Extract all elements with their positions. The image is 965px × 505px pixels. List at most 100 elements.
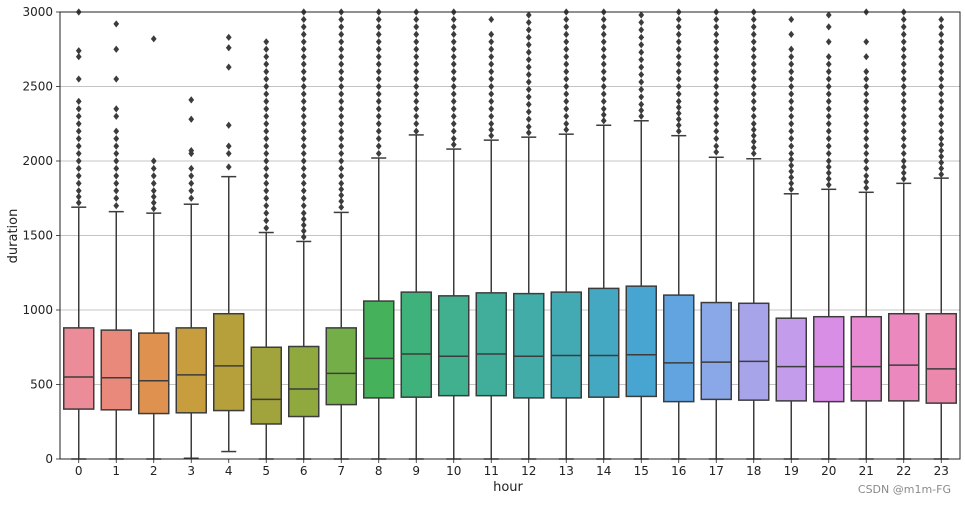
outlier-point — [675, 82, 682, 91]
outlier-point — [788, 135, 795, 143]
outlier-point — [338, 68, 345, 76]
outlier-point — [338, 120, 345, 128]
outlier-point — [338, 142, 345, 150]
outlier-point — [75, 127, 82, 135]
outlier-point — [900, 60, 907, 68]
outlier-point — [338, 191, 345, 199]
outlier-point — [563, 126, 570, 134]
y-tick-label: 3000 — [22, 5, 53, 19]
outlier-point — [300, 120, 307, 128]
outlier-point — [488, 112, 495, 120]
outlier-point — [563, 82, 570, 91]
outlier-point — [338, 38, 345, 46]
outlier-point — [863, 127, 870, 135]
outlier-point — [938, 90, 945, 98]
outlier-point — [375, 60, 382, 68]
outlier-point — [488, 132, 495, 140]
outlier-point — [525, 93, 532, 101]
outlier-point — [413, 30, 420, 38]
outlier-point — [938, 38, 945, 46]
outlier-point — [900, 142, 907, 150]
outlier-point — [188, 187, 195, 195]
outlier-point — [375, 105, 382, 113]
outlier-point — [150, 199, 157, 207]
outlier-point — [675, 90, 682, 98]
x-tick-label: 1 — [112, 464, 120, 478]
box-hour-13 — [550, 8, 582, 460]
outlier-point — [563, 90, 570, 98]
outlier-point — [563, 120, 570, 128]
outlier-point — [188, 194, 195, 202]
iqr-box — [250, 346, 282, 425]
outlier-point — [488, 75, 495, 83]
outlier-point — [825, 97, 832, 105]
iqr-box — [925, 312, 957, 404]
outlier-point — [188, 164, 195, 173]
outlier-point — [338, 75, 345, 83]
outlier-point — [338, 164, 345, 173]
outlier-point — [900, 68, 907, 76]
outlier-point — [938, 152, 945, 161]
outlier-point — [713, 38, 720, 46]
outlier-point — [900, 120, 907, 128]
outlier-point — [338, 97, 345, 105]
outlier-point — [113, 112, 120, 120]
outlier-point — [750, 75, 757, 83]
outlier-point — [338, 82, 345, 91]
outlier-point — [638, 56, 645, 64]
outlier-point — [713, 75, 720, 83]
outlier-point — [713, 135, 720, 143]
outlier-point — [675, 15, 682, 24]
outlier-point — [263, 53, 270, 61]
outlier-point — [525, 48, 532, 56]
outlier-point — [263, 179, 270, 187]
outlier-point — [863, 53, 870, 61]
y-tick-label: 1000 — [22, 303, 53, 317]
iqr-box — [813, 315, 845, 403]
outlier-point — [300, 38, 307, 46]
outlier-point — [75, 142, 82, 150]
x-tick-label: 6 — [300, 464, 308, 478]
outlier-point — [900, 15, 907, 24]
outlier-point — [300, 68, 307, 76]
outlier-point — [938, 68, 945, 76]
y-axis: 0 500 1000 1500 2000 2500 3000 — [22, 5, 60, 466]
outlier-point — [863, 120, 870, 128]
outlier-point — [600, 105, 607, 113]
outlier-point — [263, 68, 270, 76]
outlier-point — [600, 111, 607, 119]
outlier-point — [938, 158, 945, 167]
outlier-point — [788, 179, 795, 187]
x-tick-label: 14 — [596, 464, 611, 478]
outlier-point — [375, 90, 382, 98]
outlier-point — [75, 172, 82, 180]
outlier-point — [338, 30, 345, 38]
outlier-point — [150, 179, 157, 187]
outlier-point — [188, 179, 195, 187]
outlier-point — [938, 112, 945, 120]
outlier-point — [338, 157, 345, 165]
iqr-box — [213, 312, 245, 412]
outlier-point — [338, 203, 345, 211]
outlier-point — [338, 90, 345, 98]
outlier-point — [450, 120, 457, 128]
iqr-box — [775, 317, 807, 402]
outlier-point — [600, 75, 607, 83]
outlier-point — [75, 149, 82, 158]
outlier-point — [713, 23, 720, 31]
outlier-point — [638, 112, 645, 120]
outlier-point — [713, 148, 720, 156]
outlier-point — [450, 60, 457, 68]
outlier-point — [713, 105, 720, 113]
outlier-point — [300, 149, 307, 158]
iqr-box — [325, 327, 357, 406]
outlier-point — [300, 164, 307, 173]
outlier-point — [825, 142, 832, 150]
outlier-point — [450, 53, 457, 61]
outlier-point — [375, 23, 382, 31]
outlier-point — [900, 135, 907, 143]
outlier-point — [938, 120, 945, 128]
outlier-point — [263, 209, 270, 217]
outlier-point — [263, 45, 270, 53]
